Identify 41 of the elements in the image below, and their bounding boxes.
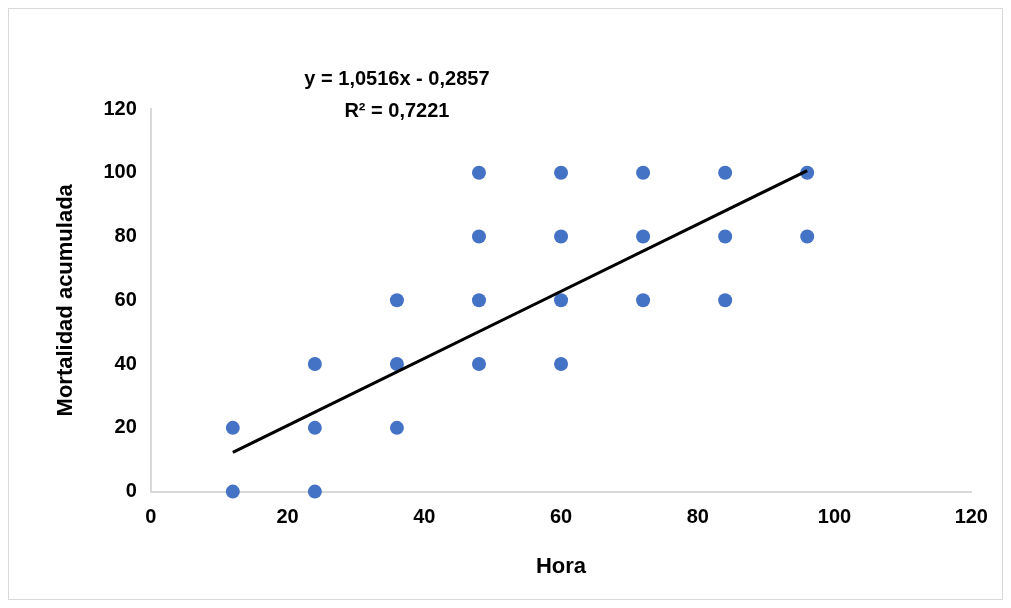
y-tick-label: 120: [103, 96, 137, 119]
y-tick-label: 100: [103, 160, 137, 183]
point: [718, 293, 733, 308]
point: [389, 293, 404, 308]
x-tick-label: 80: [686, 505, 709, 528]
point: [554, 293, 569, 308]
y-tick-label: 0: [125, 479, 137, 502]
point: [554, 229, 569, 244]
point: [554, 165, 569, 180]
x-axis-title: Hora: [535, 552, 587, 578]
point: [636, 293, 651, 308]
point: [800, 229, 815, 244]
point: [471, 357, 486, 372]
point: [471, 293, 486, 308]
point: [225, 420, 240, 435]
point: [471, 165, 486, 180]
y-tick-label: 60: [114, 287, 137, 310]
x-tick-label: 0: [145, 505, 157, 528]
y-axis-title: Mortalidad acumulada: [52, 183, 78, 417]
point: [307, 484, 322, 499]
point: [307, 420, 322, 435]
x-tick-label: 40: [413, 505, 436, 528]
x-tick-label: 20: [276, 505, 299, 528]
point: [718, 229, 733, 244]
point: [225, 484, 240, 499]
point: [554, 357, 569, 372]
x-tick-label: 120: [954, 505, 988, 528]
x-tick-label: 100: [817, 505, 852, 528]
text: y = 1,0516x - 0,2857: [304, 66, 490, 89]
point: [389, 420, 404, 435]
point: [718, 165, 733, 180]
point: [471, 229, 486, 244]
point: [307, 357, 322, 372]
point: [389, 357, 404, 372]
y-tick-label: 80: [114, 224, 137, 247]
point: [636, 165, 651, 180]
annotation: R² = 0,7221: [344, 98, 450, 121]
point: [636, 229, 651, 244]
y-tick-label: 20: [114, 415, 137, 438]
x-tick-label: 60: [549, 505, 573, 528]
y-tick-label: 40: [114, 351, 137, 374]
